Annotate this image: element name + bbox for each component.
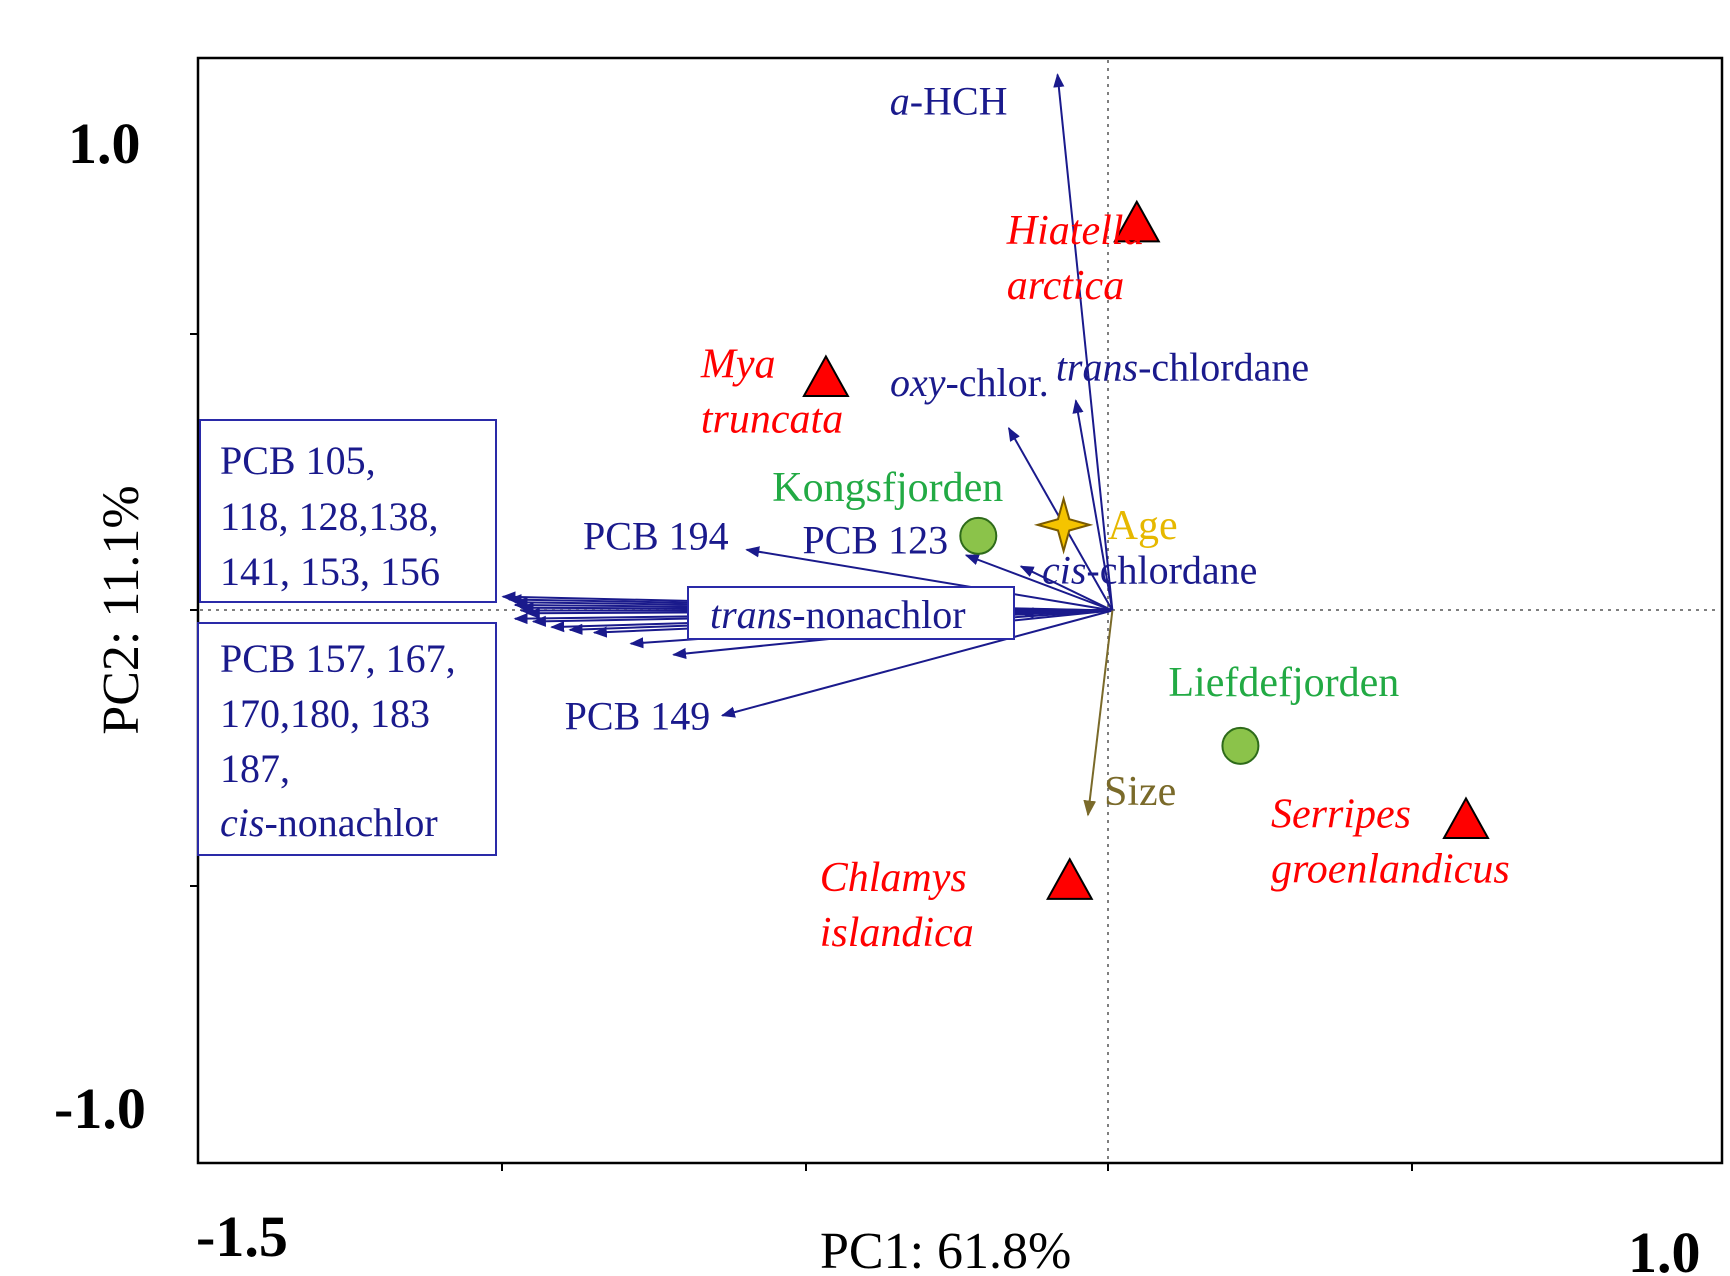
cis-prefix: cis (220, 800, 264, 845)
fjord-marker-liefdefjorden (1221, 726, 1260, 765)
x-axis-title: PC1: 61.8% (820, 1223, 1071, 1276)
loading-label-oxy-chlor: oxy-chlor. (890, 360, 1049, 405)
species-marker-serripes-groenlandicus (1442, 796, 1490, 840)
loading-arrow-cis-chlordane (1019, 565, 1113, 612)
pcb-group-upper-line-3: 141, 153, 156 (220, 549, 440, 594)
pcb-group-upper-line-2: 118, 128,138, (220, 494, 439, 539)
loading-arrow-pcb-149 (720, 609, 1113, 718)
x-tick-label-left: -1.5 (196, 1204, 288, 1269)
species-label-hiatella: Hiatella (1006, 208, 1145, 254)
size-vector-arrow (1083, 610, 1114, 817)
species-marker-mya-truncata (802, 354, 850, 398)
fjord-marker-kongsfjorden (959, 516, 998, 555)
size-vector-group (1083, 610, 1114, 817)
species-label-serripes: Serripes (1271, 791, 1411, 837)
pcb-group-box-lower (197, 622, 497, 856)
observation-markers (802, 199, 1490, 900)
y-tick-label-bottom: -1.0 (54, 1076, 146, 1141)
loading-arrow-pcb-194 (745, 546, 1113, 612)
size-label: Size (1104, 769, 1176, 815)
loading-label-a-hch: a-HCH (890, 79, 1008, 124)
pcb-group-upper-line-1: PCB 105, (220, 438, 376, 483)
species-label-islandica: islandica (820, 910, 974, 956)
fjord-label-kongsfjorden: Kongsfjorden (772, 465, 1003, 511)
species-label-chlamys: Chlamys (820, 855, 967, 901)
loading-label-cis-chlordane: cis-chlordane (1042, 547, 1257, 592)
trans-nonachlor-box (687, 586, 1015, 640)
loading-arrow-trans-chlordane (1072, 399, 1114, 611)
x-axis-ticks (501, 1163, 1413, 1171)
loading-arrow-pcb-123 (964, 554, 1113, 612)
species-marker-chlamys-islandica (1046, 857, 1094, 900)
pcb-group-box-upper (199, 419, 497, 603)
pcb-group-lower-line-3: 187, (220, 746, 290, 791)
y-axis-title: PC2: 11.1% (93, 485, 150, 734)
age-marker (1033, 495, 1094, 555)
loading-label-pcb-149: PCB 149 (565, 693, 711, 738)
species-label-truncata: truncata (701, 396, 843, 442)
x-tick-label-right: 1.0 (1628, 1220, 1701, 1276)
fjord-label-liefdefjorden: Liefdefjorden (1168, 660, 1399, 706)
pcb-group-lower-line-4: cis-nonachlor (220, 800, 438, 845)
species-label-arctica: arctica (1007, 263, 1124, 309)
loading-label-pcb-123: PCB 123 (802, 517, 948, 562)
loading-arrow-a-hch (1053, 73, 1114, 611)
loading-label-pcb-194: PCB 194 (583, 514, 729, 559)
nonachlor-suffix: -nonachlor (264, 800, 437, 845)
y-tick-label-top: 1.0 (68, 111, 141, 176)
pcb-group-lower-line-2: 170,180, 183 (220, 691, 430, 736)
point-labels: Hiatella arctica Mya truncata Chlamys islandi… (565, 79, 1510, 957)
age-label: Age (1108, 503, 1178, 549)
loading-label-trans-nonachlor: trans-nonachlor (710, 592, 966, 637)
species-label-mya: Mya (700, 341, 776, 387)
y-axis-ticks (190, 333, 198, 887)
species-marker-hiatella-arctica (1113, 199, 1161, 243)
species-label-groenlandicus: groenlandicus (1271, 846, 1510, 892)
loading-label-trans-chlordane: trans-chlordane (1056, 345, 1309, 390)
pcb-group-lower-line-1: PCB 157, 167, (220, 636, 456, 681)
